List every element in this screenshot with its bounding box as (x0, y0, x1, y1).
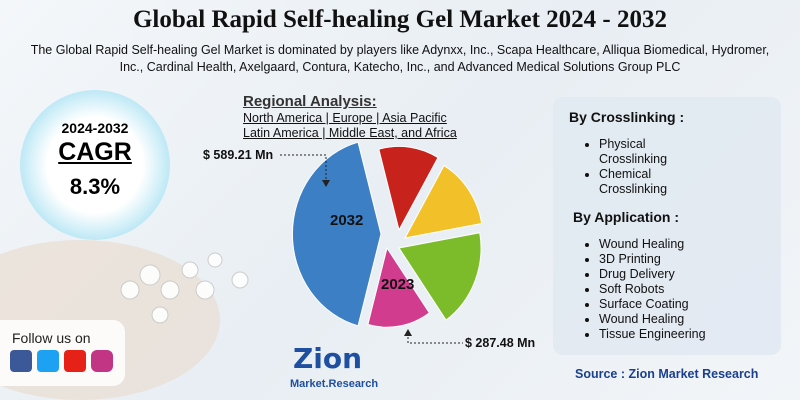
pie-label: 2032 (330, 212, 364, 229)
regional-heading: Regional Analysis: (243, 93, 377, 110)
bullet (585, 318, 589, 322)
youtube-icon[interactable] (64, 350, 86, 372)
social-icons[interactable] (10, 350, 120, 376)
callout-2023: $ 287.48 Mn (465, 336, 536, 350)
callout-2032: $ 589.21 Mn (203, 148, 274, 162)
segment-item: Physical Crosslinking (599, 137, 668, 166)
regional-line: North America | Europe | Asia Pacific (243, 111, 447, 125)
pie-slice (404, 164, 483, 239)
segment-heading: By Crosslinking : (569, 109, 685, 125)
segment-item: Surface Coating (599, 297, 689, 311)
pie-slice (378, 145, 439, 232)
logo-name: Zion (293, 342, 363, 375)
segment-heading: By Application : (573, 209, 680, 225)
source: Source : Zion Market Research (575, 367, 759, 381)
segment-item: 3D Printing (599, 252, 661, 266)
regional-line: Latin America | Middle East, and Africa (243, 126, 457, 140)
bullet (585, 303, 589, 307)
segment-item: Soft Robots (599, 282, 665, 296)
social-box: Follow us on (0, 320, 125, 386)
callout-arrow (404, 329, 412, 336)
cagr-value: 8.3% (69, 174, 121, 199)
segment-item: Wound Healing (599, 312, 685, 326)
cagr-label: CAGR (58, 138, 132, 166)
pie-chart (292, 141, 483, 328)
bullet (585, 173, 589, 177)
twitter-icon[interactable] (37, 350, 59, 372)
social-label: Follow us on (12, 330, 91, 346)
segment-item: Drug Delivery (599, 267, 675, 281)
bullet (585, 243, 589, 247)
callout-arrow (322, 180, 330, 187)
bullet (585, 333, 589, 337)
bullet (585, 143, 589, 147)
pie-label: 2023 (381, 276, 415, 293)
instagram-icon[interactable] (91, 350, 113, 372)
segment-item: Chemical Crosslinking (599, 167, 668, 196)
bullet (585, 288, 589, 292)
subtitle: The Global Rapid Self-healing Gel Market… (30, 43, 770, 74)
bullet (585, 273, 589, 277)
facebook-icon[interactable] (10, 350, 32, 372)
pie-slice (398, 232, 482, 321)
logo-tagline: Market.Research (290, 378, 379, 390)
segments-panel: By Crosslinking : Physical Crosslinking Ch… (553, 97, 781, 355)
cagr-period: 2024-2032 (61, 120, 129, 136)
segment-item: Wound Healing (599, 237, 685, 251)
callout-line (407, 333, 463, 344)
gel-beads (120, 252, 249, 324)
bullet (585, 258, 589, 262)
callout-line (280, 154, 327, 183)
pie-slice (367, 246, 431, 328)
cagr-badge: 2024-2032 CAGR 8.3% (20, 90, 170, 240)
pie-slice (292, 141, 382, 327)
segment-item: Tissue Engineering (599, 327, 706, 341)
title: Global Rapid Self-healing Gel Market 202… (132, 6, 668, 33)
